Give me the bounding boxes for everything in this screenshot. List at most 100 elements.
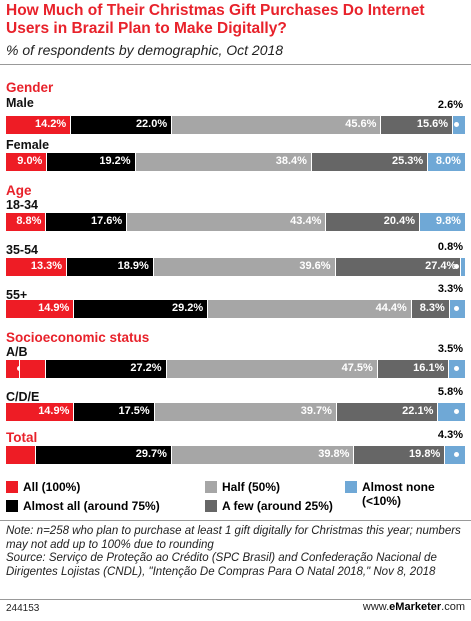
brand-name: eMarketer	[389, 601, 442, 613]
bar-segment: 29.2%	[74, 300, 209, 318]
data-label: 3.5%	[437, 343, 463, 355]
data-label: 45.6%	[345, 118, 377, 130]
notes-block: Note: n=258 who plan to purchase at leas…	[6, 525, 466, 579]
bar-segment: 17.5%	[74, 403, 155, 421]
leader-dot	[453, 264, 459, 269]
legend-label: All (100%)	[23, 480, 81, 494]
legend-label: Almost none (<10%)	[362, 480, 435, 508]
bar-segment: 14.9%	[6, 300, 75, 318]
bar-segment: 15.6%	[381, 116, 454, 134]
section-heading: Gender	[6, 80, 54, 95]
bar-segment	[6, 446, 36, 464]
row-label: 55+	[6, 288, 28, 302]
bar-segment: 38.4%	[135, 153, 312, 171]
bar-segment: 25.3%	[311, 153, 429, 171]
bar-segment: 27.2%	[45, 360, 167, 378]
stacked-bar: 8.8% 17.6% 43.4% 20.4% 9.8%	[6, 213, 465, 231]
legend-swatch	[6, 481, 18, 493]
section-heading: Total	[6, 430, 38, 445]
data-label: 0.8%	[437, 241, 463, 253]
data-label: 9.8%	[435, 215, 461, 227]
legend-item: All (100%)	[6, 480, 80, 494]
data-label: 13.3%	[30, 260, 63, 272]
bar-segment	[453, 116, 465, 134]
data-label: 4.3%	[437, 429, 463, 441]
bar-segment: 39.8%	[171, 446, 355, 464]
bar-segment: 9.8%	[420, 213, 465, 231]
bar-segment: 19.2%	[47, 153, 136, 171]
divider-top	[0, 64, 471, 65]
source-text: Source: Serviço de Proteção ao Crédito (…	[6, 552, 437, 578]
data-label: 14.2%	[34, 118, 67, 130]
data-label: 38.4%	[275, 155, 307, 167]
section-heading: Socioeconomic status	[6, 330, 150, 345]
bar-segment	[449, 300, 465, 318]
data-label: 9.0%	[17, 155, 43, 167]
data-label: 39.8%	[318, 448, 350, 460]
chart-subtitle: % of respondents by demographic, Oct 201…	[6, 42, 284, 58]
data-label: 8.0%	[435, 155, 461, 167]
data-label: 17.6%	[90, 215, 123, 227]
row-label: 35-54	[6, 243, 38, 257]
bar-segment: 44.4%	[208, 300, 412, 318]
bar-segment: 29.7%	[35, 446, 172, 464]
brand-prefix: www.	[362, 601, 390, 613]
data-label: 14.9%	[38, 302, 70, 314]
legend-swatch	[205, 500, 217, 512]
bar-segment: 39.6%	[153, 258, 336, 276]
data-label: 29.7%	[135, 448, 167, 460]
bar-segment: 13.3%	[6, 258, 68, 276]
data-label: 17.5%	[118, 405, 150, 417]
data-label: 39.6%	[299, 260, 331, 272]
data-label: 5.8%	[437, 386, 463, 398]
data-label: 43.4%	[290, 215, 322, 227]
data-label: 27.4%	[425, 260, 457, 272]
stacked-bar: 9.0% 19.2% 38.4% 25.3% 8.0%	[6, 153, 465, 171]
bar-segment: 39.7%	[154, 403, 337, 421]
brand-suffix: .com	[441, 601, 465, 613]
legend-label: Almost all (around 75%)	[23, 499, 160, 513]
bar-segment: 22.1%	[336, 403, 439, 421]
bar-segment: 17.6%	[46, 213, 128, 231]
stacked-bar: 29.7% 39.8% 19.8%	[6, 446, 465, 464]
data-label: 47.5%	[341, 362, 373, 374]
data-label: 18.9%	[117, 260, 149, 272]
chart-id: 244153	[6, 603, 40, 614]
leader-dot	[453, 122, 459, 127]
row-label: C/D/E	[6, 390, 40, 404]
bar-segment	[445, 446, 465, 464]
data-label: 14.9%	[38, 405, 70, 417]
bar-segment	[438, 403, 465, 421]
note-text: Note: n=258 who plan to purchase at leas…	[6, 525, 461, 551]
data-label: 2.6%	[437, 99, 463, 111]
data-label: 19.2%	[99, 155, 131, 167]
leader-dot	[453, 409, 459, 414]
data-label: 8.8%	[16, 215, 42, 227]
data-label: 3.3%	[437, 283, 463, 295]
bar-segment: 20.4%	[326, 213, 420, 231]
divider-notes	[0, 520, 471, 521]
bar-segment	[453, 258, 465, 276]
data-label: 16.1%	[413, 362, 445, 374]
bar-segment: 18.9%	[67, 258, 154, 276]
emarketer-logo[interactable]: www.eMarketer.com	[363, 601, 465, 613]
bar-segment: 47.5%	[166, 360, 378, 378]
row-label: Male	[6, 96, 34, 110]
row-label: A/B	[6, 345, 28, 359]
leader-dot	[17, 366, 23, 371]
bar-segment: 16.1%	[377, 360, 450, 378]
legend-item: Half (50%)	[205, 480, 280, 494]
stacked-bar: 14.9% 29.2% 44.4% 8.3%	[6, 300, 465, 318]
legend-swatch	[6, 500, 18, 512]
data-label: 44.4%	[375, 302, 407, 314]
stacked-bar: 14.2% 22.0% 45.6% 15.6%	[6, 116, 465, 134]
bar-segment	[449, 360, 465, 378]
data-label: 25.3%	[392, 155, 424, 167]
section-heading: Age	[6, 183, 32, 198]
bar-segment	[20, 360, 46, 378]
legend-swatch	[345, 481, 357, 493]
bar-segment: 14.2%	[6, 116, 72, 134]
leader-dot	[453, 306, 459, 311]
legend-item: Almost all (around 75%)	[6, 499, 160, 513]
legend-label: Half (50%)	[222, 480, 281, 494]
